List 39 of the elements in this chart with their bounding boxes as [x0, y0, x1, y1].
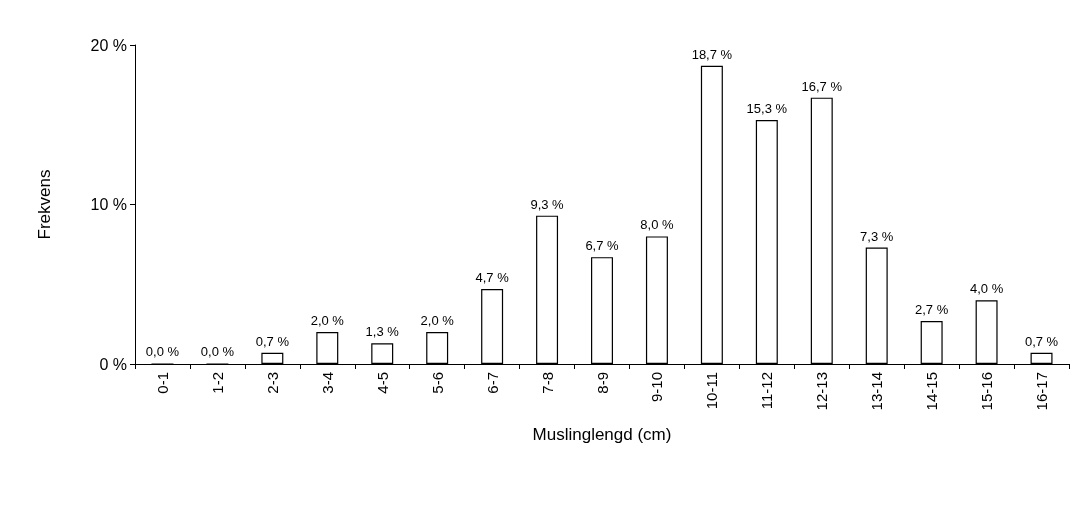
x-tick-label: 12-13	[813, 372, 831, 411]
x-tick-label: 3-4	[318, 372, 336, 394]
x-axis-title: Muslinglengd (cm)	[532, 425, 672, 444]
x-tick-label: 2-3	[263, 372, 281, 394]
x-tick-label: 10-11	[703, 372, 721, 410]
x-tick-label: 14-15	[923, 372, 941, 411]
data-label: 15,3 %	[746, 100, 788, 116]
data-label: 1,3 %	[365, 324, 400, 340]
data-label: 18,7 %	[691, 46, 733, 62]
data-label: 0,7 %	[1024, 333, 1059, 349]
data-label: 8,0 %	[640, 217, 674, 233]
data-label: 0,0 %	[145, 344, 180, 360]
x-tick-label: 9-10	[648, 372, 666, 403]
y-tick-label: 20 %	[90, 36, 127, 54]
x-tick-label: 15-16	[978, 372, 996, 411]
data-label: 4,7 %	[475, 270, 510, 286]
x-tick-label: 8-9	[593, 372, 611, 394]
x-tick-label: 5-6	[428, 372, 446, 394]
data-label: 9,3 %	[530, 196, 565, 212]
data-label: 4,0 %	[969, 281, 1004, 297]
x-tick-label: 16-17	[1033, 372, 1051, 411]
y-tick-label: 0 %	[99, 355, 127, 373]
data-label: 2,0 %	[420, 313, 455, 329]
y-axis-title: Frekvens	[35, 169, 54, 240]
x-tick-label: 6-7	[483, 372, 501, 394]
x-tick-label: 4-5	[373, 372, 391, 394]
data-label: 0,7 %	[255, 333, 290, 349]
data-label: 0,0 %	[200, 344, 235, 360]
data-label: 2,0 %	[310, 313, 345, 329]
data-label: 16,7 %	[801, 78, 843, 94]
y-tick-label: 10 %	[90, 196, 127, 213]
x-tick-label: 1-2	[208, 372, 226, 394]
x-tick-label: 7-8	[538, 372, 556, 394]
x-tick-label: 13-14	[868, 372, 886, 411]
data-label: 7,3 %	[860, 228, 894, 244]
x-tick-label: 0-1	[153, 372, 171, 394]
x-tick-label: 11-12	[758, 372, 776, 410]
data-label: 6,7 %	[585, 238, 620, 254]
data-label: 2,7 %	[915, 301, 949, 317]
